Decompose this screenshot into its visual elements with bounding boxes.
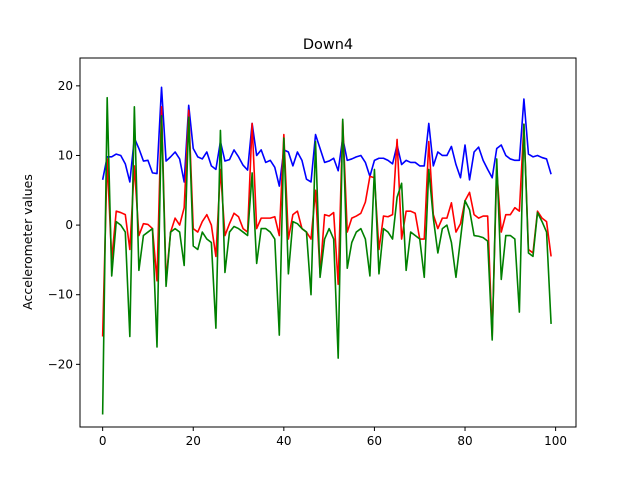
y-tick-label: 0 xyxy=(65,218,73,232)
x-tick-label: 80 xyxy=(457,434,472,448)
x-tick-label: 0 xyxy=(99,434,107,448)
x-tick-label: 40 xyxy=(276,434,291,448)
y-tick-label: −10 xyxy=(48,288,73,302)
x-tick-label: 100 xyxy=(544,434,567,448)
y-axis-label: Accelerometer values xyxy=(20,174,35,310)
y-tick-label: 20 xyxy=(58,79,73,93)
series-line-1 xyxy=(101,86,552,187)
chart-title: Down4 xyxy=(303,37,353,53)
x-tick-label: 60 xyxy=(367,434,382,448)
y-tick-label: −20 xyxy=(48,357,73,371)
series-line-3 xyxy=(101,96,552,415)
ticks-layer: 0 20 40 60 80 100 −20 −10 0 10 20 xyxy=(48,79,567,448)
series-line-2 xyxy=(101,105,552,338)
x-tick-label: 20 xyxy=(186,434,201,448)
plot-frame xyxy=(79,57,577,428)
y-tick-label: 10 xyxy=(58,148,73,162)
series-layer xyxy=(101,86,552,415)
